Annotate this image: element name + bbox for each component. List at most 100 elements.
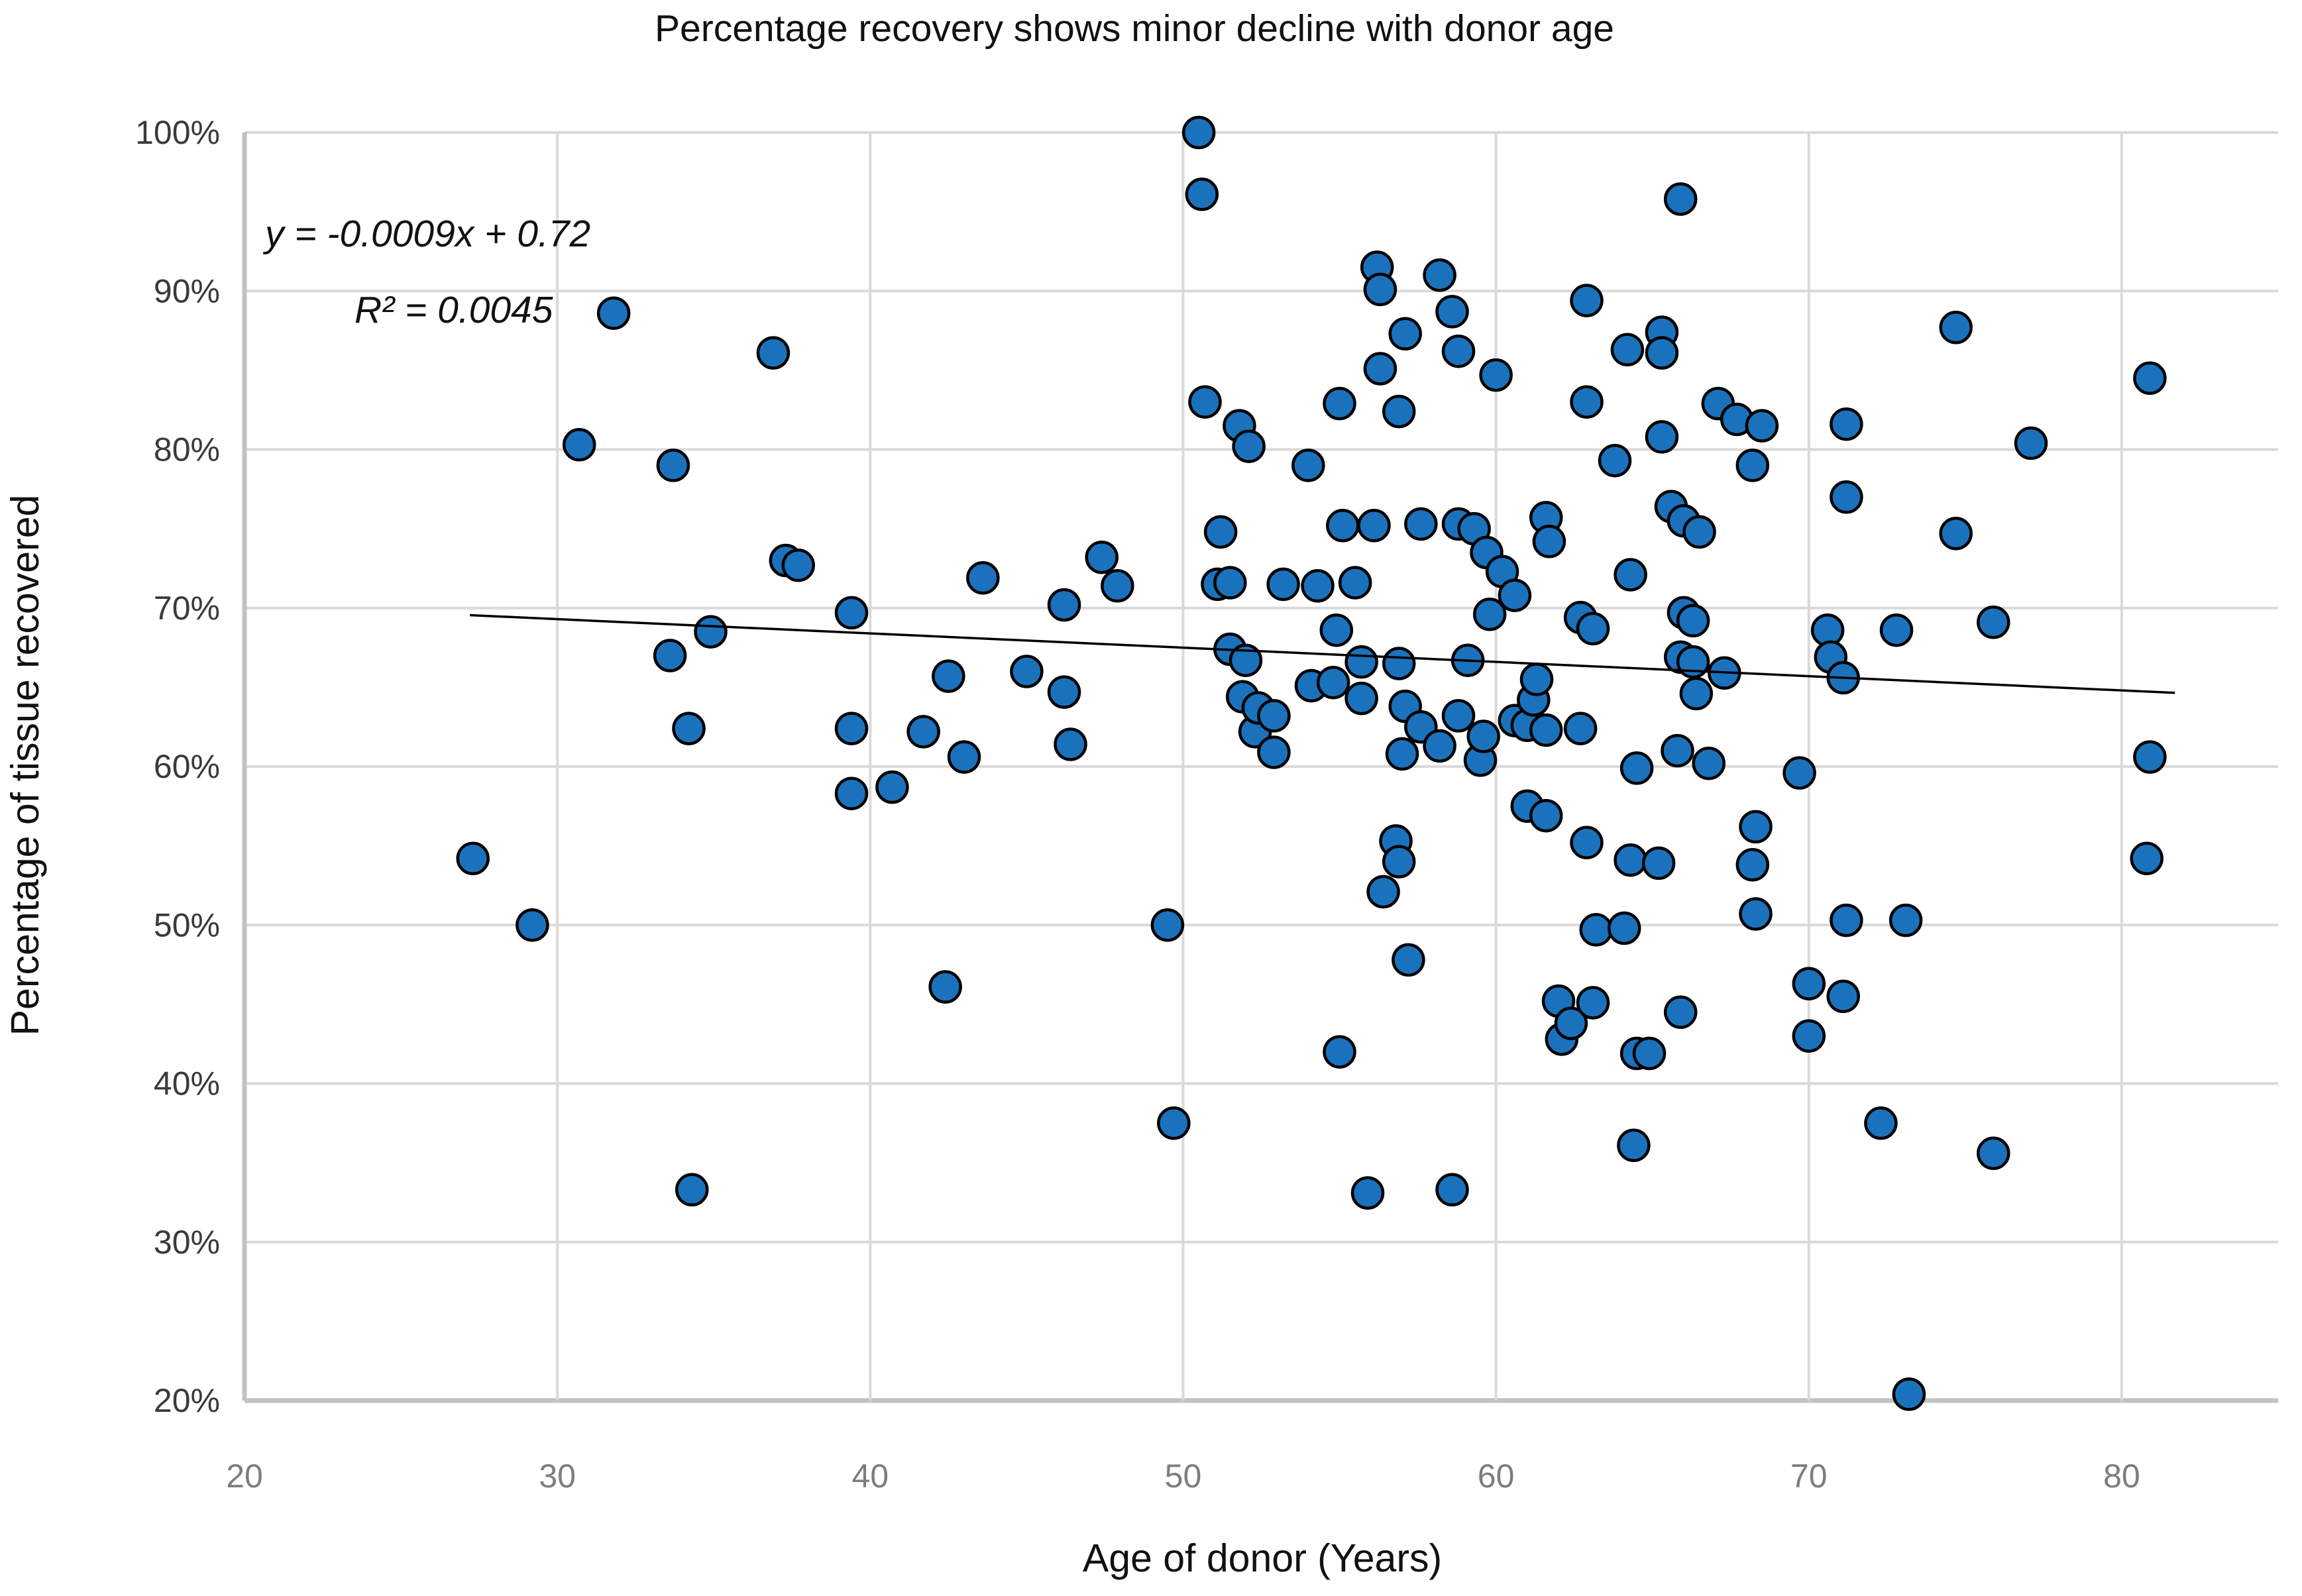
data-point xyxy=(1607,911,1641,945)
data-point xyxy=(1614,843,1647,877)
data-point xyxy=(1579,913,1613,947)
data-point xyxy=(456,841,490,876)
data-point xyxy=(694,615,728,649)
data-point xyxy=(1619,751,1654,785)
data-point xyxy=(1661,733,1694,768)
data-point xyxy=(1338,566,1372,600)
x-tick-label: 60 xyxy=(1478,1458,1515,1495)
data-point xyxy=(1388,317,1422,351)
data-point xyxy=(1598,443,1632,478)
data-point xyxy=(1382,647,1416,680)
data-point xyxy=(1792,967,1826,1001)
data-point xyxy=(1977,1136,2010,1171)
data-point xyxy=(1610,333,1645,367)
data-point xyxy=(656,449,690,482)
chart-title: Percentage recovery shows minor decline … xyxy=(655,7,1614,50)
x-axis-title: Age of donor (Years) xyxy=(1083,1536,1442,1580)
data-point xyxy=(1350,1176,1385,1210)
trend-layer xyxy=(469,613,2175,694)
data-point xyxy=(1692,746,1726,780)
data-point xyxy=(1529,713,1563,747)
data-point xyxy=(947,740,981,774)
data-point xyxy=(1563,712,1598,745)
data-point xyxy=(1291,449,1325,482)
data-point xyxy=(1641,846,1676,880)
data-point xyxy=(1366,875,1400,909)
data-point xyxy=(834,776,869,810)
data-point xyxy=(1326,509,1360,543)
data-point xyxy=(1830,480,1863,514)
data-point xyxy=(1441,334,1476,368)
data-point xyxy=(1879,613,1914,647)
data-point xyxy=(1663,182,1698,216)
data-point xyxy=(1676,645,1710,679)
tick-layer: 100% 90% 80% 70% 60% 50% 40% 30% 20% 20 30 40 50 60 70… xyxy=(135,114,2140,1495)
data-point xyxy=(1213,566,1247,600)
data-point xyxy=(1782,756,1816,790)
data-point xyxy=(1101,569,1134,603)
point-layer xyxy=(456,115,2167,1411)
data-point xyxy=(1392,943,1425,977)
data-point xyxy=(1472,598,1507,631)
data-point xyxy=(1157,1106,1191,1140)
data-point xyxy=(1570,825,1604,860)
y-tick-label: 70% xyxy=(154,590,220,627)
y-tick-label: 60% xyxy=(154,748,220,785)
data-point xyxy=(1301,569,1335,603)
data-point xyxy=(1735,449,1770,482)
data-point xyxy=(1423,258,1456,292)
data-point xyxy=(1054,727,1087,761)
y-axis-title: Percentage of tissue recovered xyxy=(3,495,47,1036)
data-point xyxy=(1423,729,1456,763)
data-point xyxy=(653,639,687,672)
data-point xyxy=(1203,515,1238,549)
data-point xyxy=(1435,1173,1469,1207)
data-point xyxy=(1576,612,1610,646)
data-point xyxy=(834,712,869,745)
data-point xyxy=(834,596,869,630)
data-point xyxy=(1632,1036,1667,1071)
data-point xyxy=(966,561,1000,595)
data-point xyxy=(1232,429,1266,463)
data-point xyxy=(1257,699,1291,733)
data-point xyxy=(1739,810,1773,844)
data-point xyxy=(1663,995,1698,1030)
data-point xyxy=(1466,719,1500,753)
data-point xyxy=(1576,986,1610,1020)
data-point xyxy=(1185,178,1219,211)
x-tick-label: 20 xyxy=(226,1458,263,1495)
data-point xyxy=(1316,665,1350,700)
data-point xyxy=(1150,908,1185,942)
data-point xyxy=(1792,1019,1826,1053)
grid-layer xyxy=(242,131,2278,1403)
trend-equation: y = -0.0009x + 0.72 xyxy=(262,213,590,255)
y-tick-label: 30% xyxy=(154,1224,220,1261)
data-point xyxy=(562,428,596,462)
data-point xyxy=(1047,588,1081,622)
y-tick-label: 100% xyxy=(135,114,220,151)
data-point xyxy=(1479,358,1513,392)
data-point xyxy=(1357,509,1391,543)
data-point xyxy=(1181,115,1216,150)
x-tick-label: 80 xyxy=(2103,1458,2140,1495)
y-tick-label: 40% xyxy=(154,1065,220,1102)
data-point xyxy=(1498,578,1532,612)
data-point xyxy=(516,908,549,942)
data-point xyxy=(1257,735,1291,769)
data-point xyxy=(1229,643,1263,677)
data-point xyxy=(1554,1006,1588,1040)
data-point xyxy=(2130,841,2164,876)
y-tick-label: 50% xyxy=(154,906,220,943)
data-point xyxy=(1323,1035,1356,1069)
data-point xyxy=(1614,558,1647,592)
data-point xyxy=(1323,386,1356,421)
data-point xyxy=(2133,740,2167,774)
x-tick-label: 70 xyxy=(1790,1458,1828,1495)
data-point xyxy=(1363,272,1398,307)
data-point xyxy=(1739,897,1773,931)
data-point xyxy=(1889,903,1923,937)
data-point xyxy=(1645,420,1679,454)
trend-r-squared: R² = 0.0045 xyxy=(355,289,553,331)
data-point xyxy=(1188,385,1222,419)
